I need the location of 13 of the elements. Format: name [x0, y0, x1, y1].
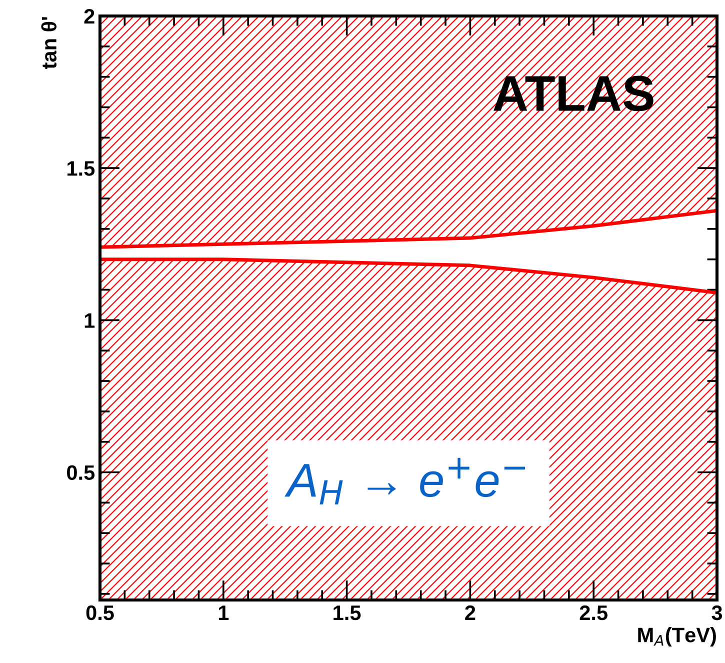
y-tick-label: 0.5: [67, 465, 95, 480]
x-tick-label: 2: [465, 605, 476, 620]
x-tick-label: 1.5: [334, 606, 361, 620]
annotation: A$_{H}$ → e$^{+}$e$^{−}$: [284, 458, 526, 504]
y-tick-label: 1.5: [67, 161, 95, 176]
x-tick-label: 3: [712, 605, 722, 620]
line-series: [100, 208, 717, 249]
x-tick-label: 2.5: [580, 605, 608, 620]
x-axis-title: M$_{A}$(TeV): [638, 627, 716, 646]
y-axis-title: tan θ': [41, 17, 57, 69]
y-tick-label: 2: [84, 9, 94, 24]
x-tick-label: 1: [218, 606, 229, 620]
y-tick-label: 1: [84, 313, 95, 328]
